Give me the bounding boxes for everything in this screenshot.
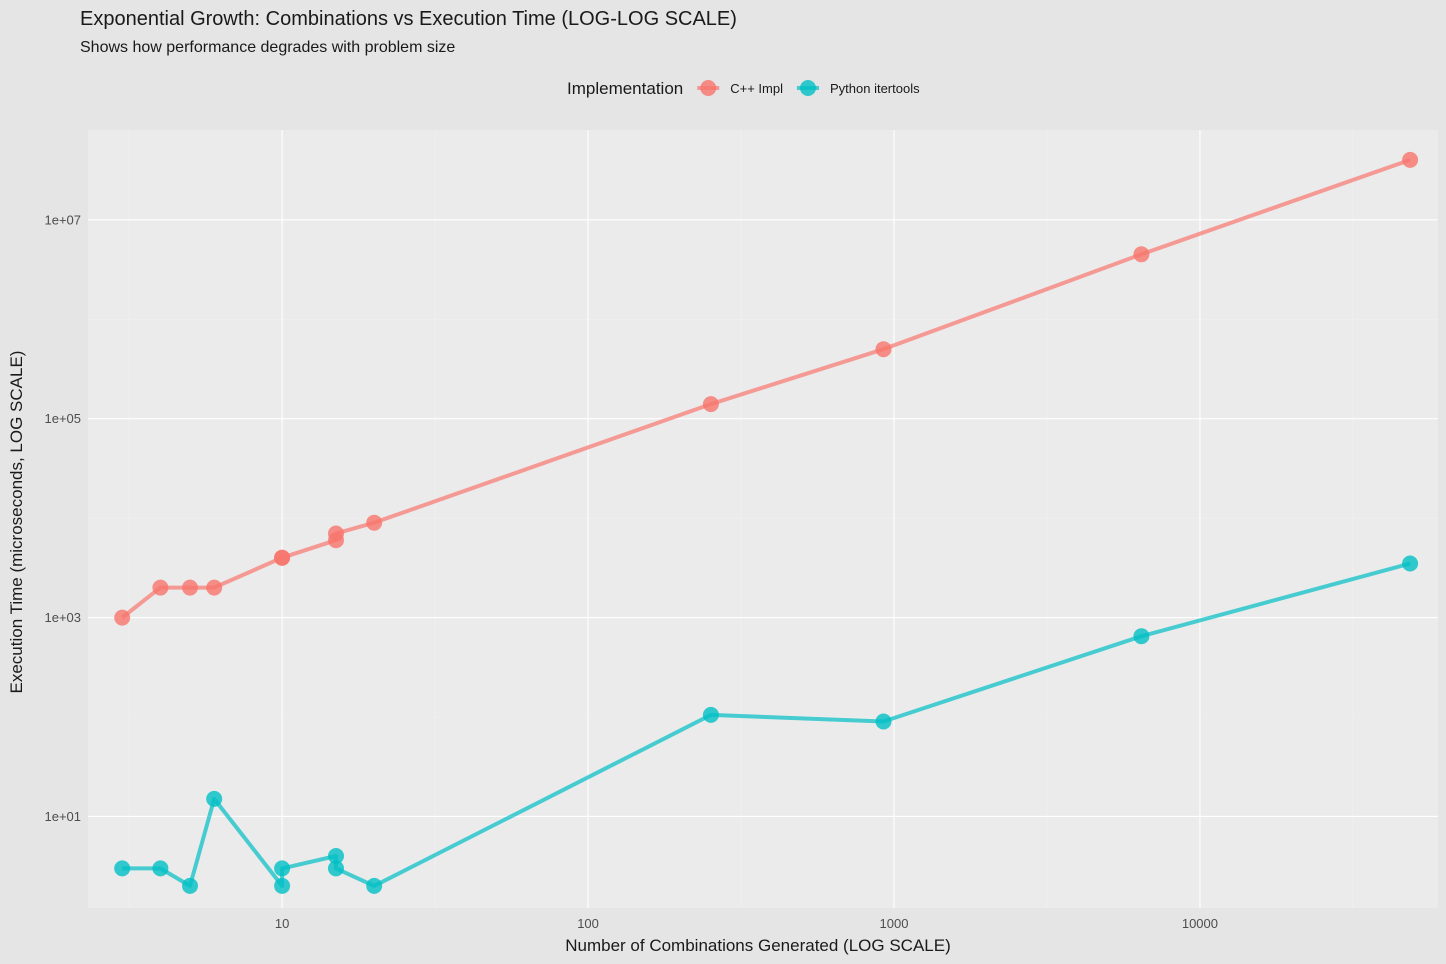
y-tick-label: 1e+07	[44, 212, 81, 227]
data-point-series-1	[328, 860, 344, 877]
series-layer	[114, 151, 1419, 894]
data-point-series-0	[875, 341, 892, 358]
chart-title: Exponential Growth: Combinations vs Exec…	[80, 8, 737, 30]
grid-minor	[88, 130, 1438, 908]
x-tick-label: 10	[275, 916, 289, 931]
legend-key-point-0	[700, 80, 717, 96]
data-point-series-1	[328, 848, 344, 864]
data-point-series-1	[152, 860, 169, 877]
y-tick-label: 1e+03	[44, 610, 81, 625]
data-point-series-0	[114, 609, 131, 626]
chart-subtitle: Shows how performance degrades with prob…	[80, 39, 455, 56]
grid-major	[88, 130, 1438, 908]
legend-label-1: Python itertools	[830, 81, 920, 96]
legend-label-0: C++ Impl	[730, 81, 783, 96]
legend-key-point-1	[799, 80, 816, 96]
data-point-series-1	[702, 706, 719, 723]
data-point-series-1	[366, 877, 383, 894]
data-point-series-0	[152, 579, 169, 596]
data-point-series-0	[328, 525, 344, 542]
data-point-series-0	[182, 579, 198, 596]
data-point-series-1	[206, 790, 223, 807]
data-point-series-0	[1402, 151, 1419, 168]
x-axis-ticks: 10 100 1000 10000	[275, 916, 1218, 931]
y-tick-label: 1e+05	[44, 411, 81, 426]
y-tick-label: 1e+01	[44, 809, 81, 824]
data-point-series-0	[702, 396, 719, 413]
y-axis-ticks: 1e+01 1e+03 1e+05 1e+07	[44, 212, 81, 824]
y-axis-title: Execution Time (microseconds, LOG SCALE)	[7, 351, 26, 694]
plot-panel	[88, 130, 1438, 908]
data-point-series-0	[274, 549, 291, 566]
x-tick-label: 1000	[880, 916, 909, 931]
data-point-series-1	[182, 877, 198, 894]
data-point-series-1	[875, 713, 892, 730]
data-point-series-1	[1402, 555, 1419, 572]
data-point-series-0	[206, 579, 223, 596]
x-tick-label: 10000	[1182, 916, 1218, 931]
data-point-series-0	[366, 514, 383, 531]
data-point-series-1	[274, 877, 291, 894]
legend: Implementation C++ Impl Python itertools	[567, 79, 920, 98]
x-tick-label: 100	[577, 916, 599, 931]
legend-title: Implementation	[567, 79, 683, 98]
data-point-series-1	[114, 860, 131, 877]
data-point-series-1	[1133, 628, 1150, 645]
data-point-series-0	[1133, 246, 1150, 263]
x-axis-title: Number of Combinations Generated (LOG SC…	[565, 936, 951, 955]
data-point-series-1	[274, 860, 291, 877]
